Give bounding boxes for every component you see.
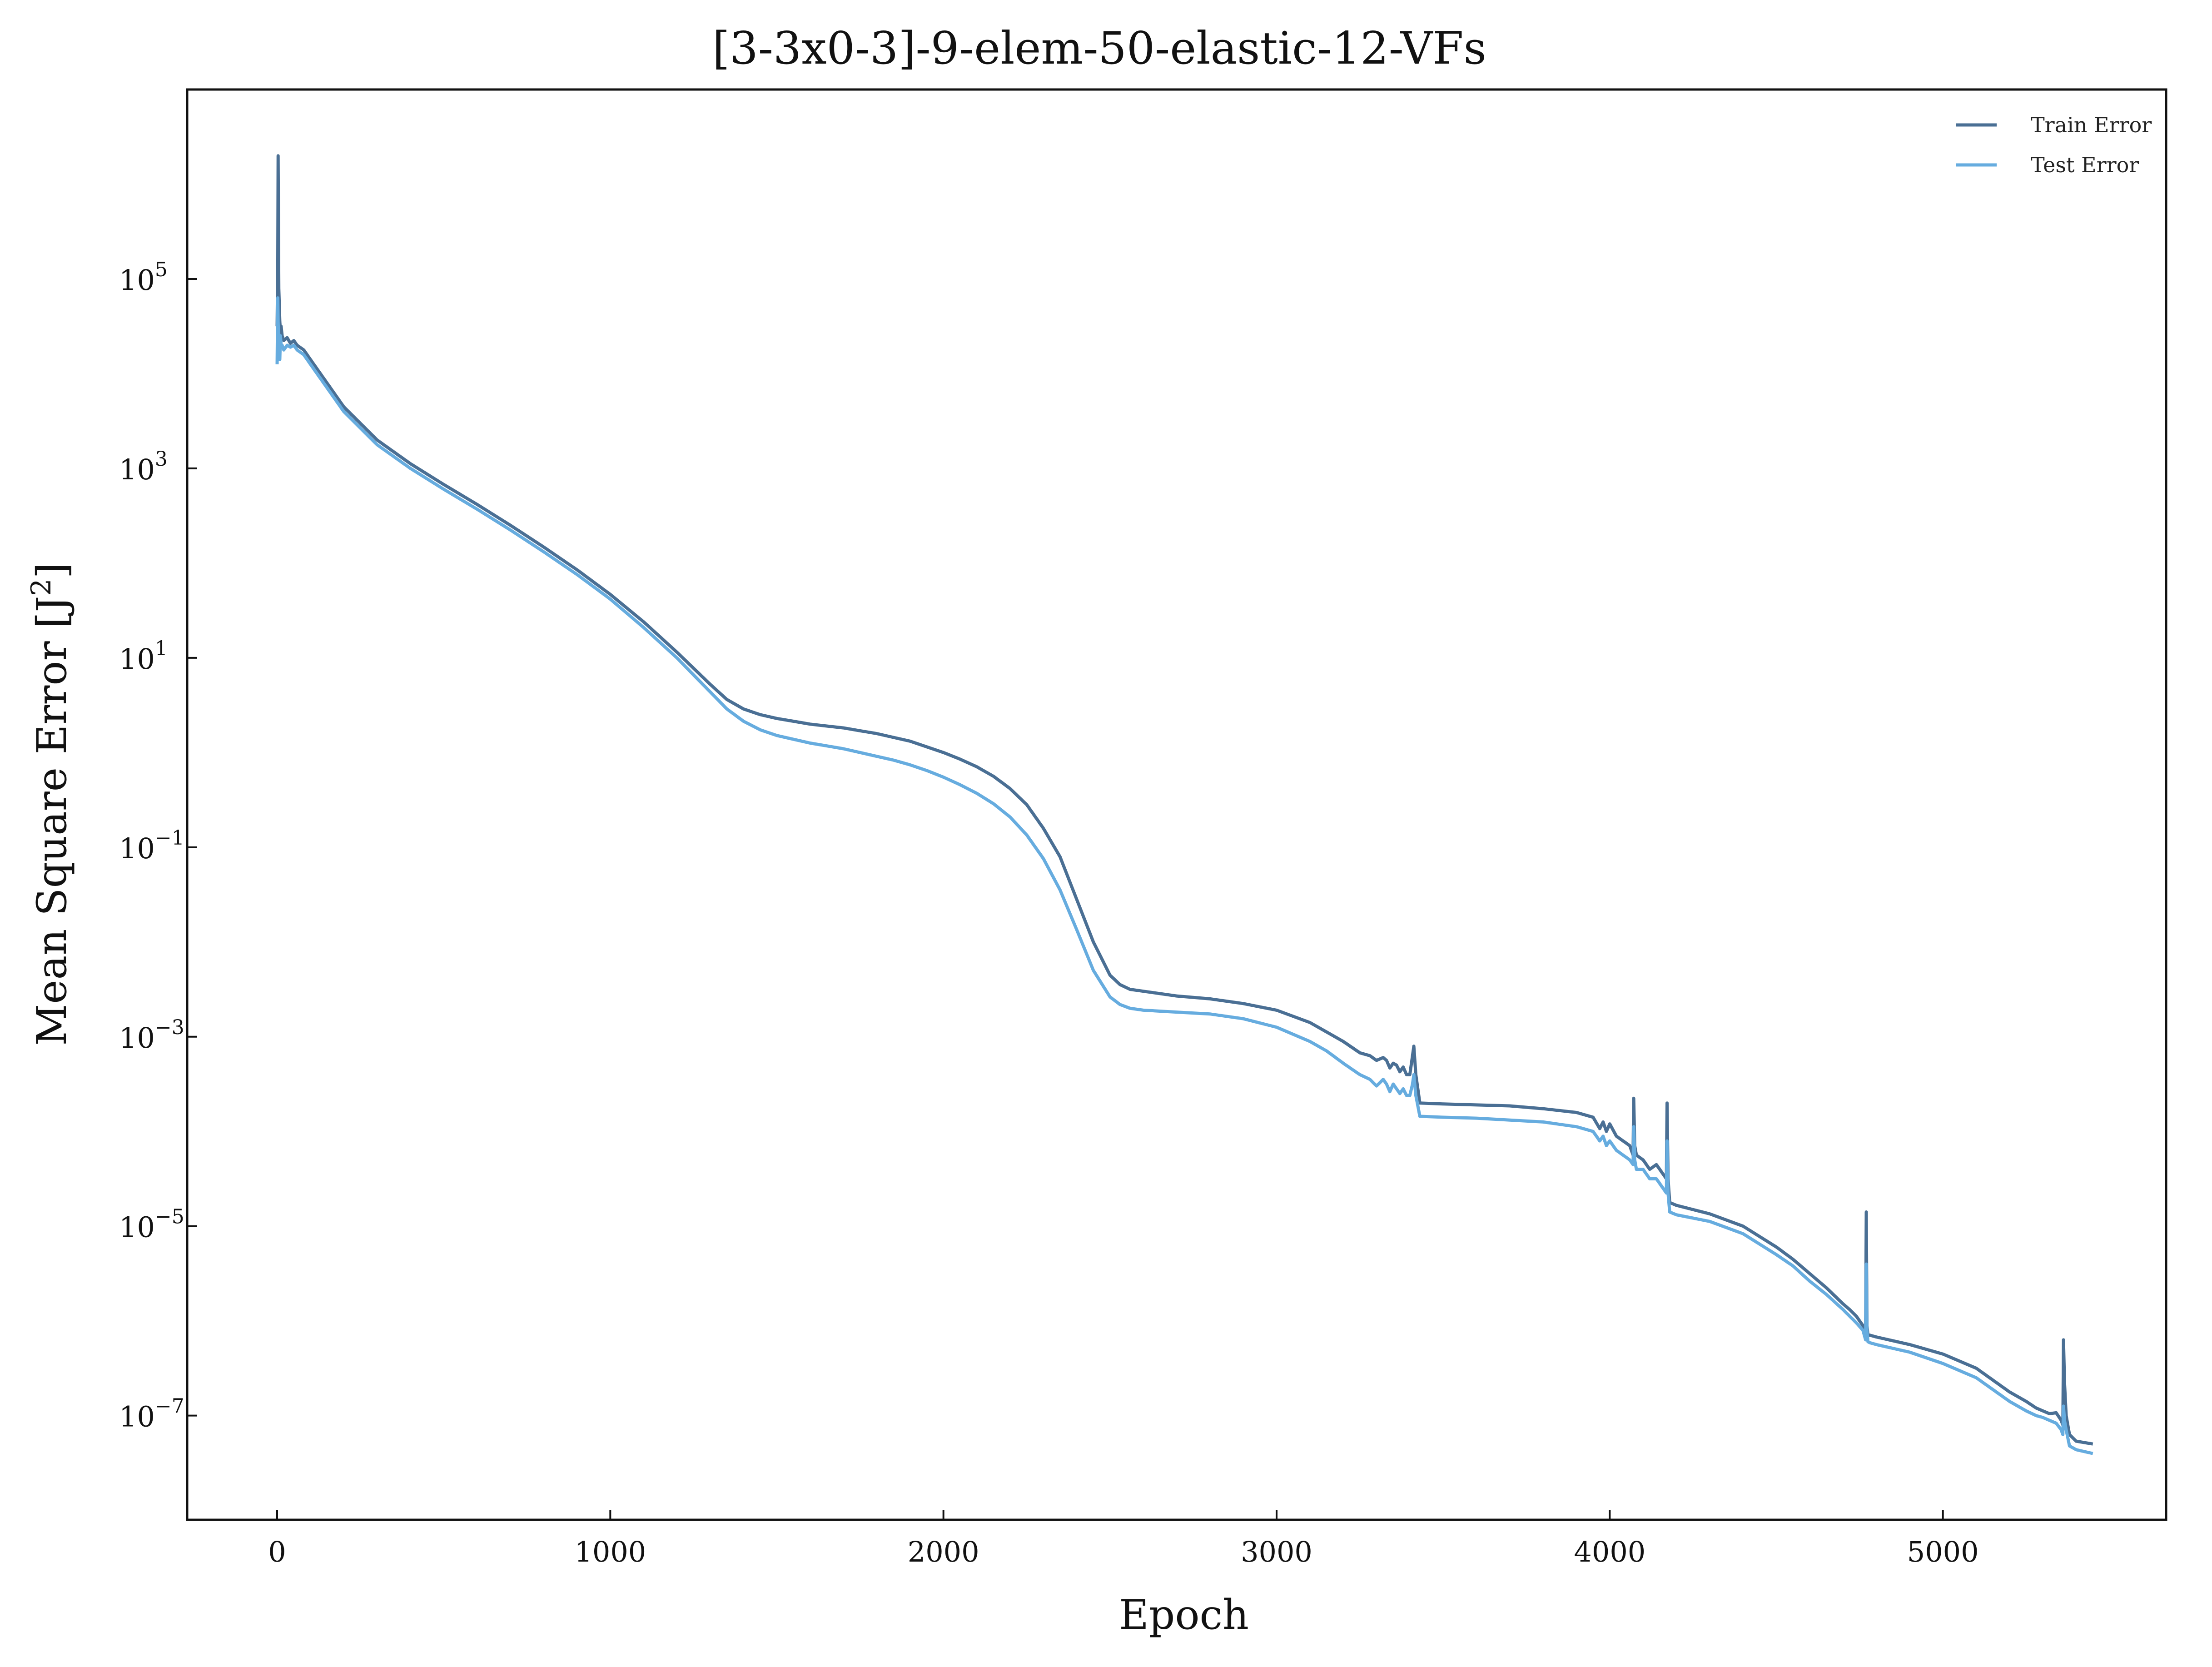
series-line-train-error	[275, 154, 2093, 1446]
x-tick-label: 5000	[1907, 1535, 1979, 1568]
legend-label-test-error: Test Error	[2031, 153, 2139, 177]
y-axis-label: Mean Square Error [J2]	[25, 562, 76, 1046]
x-tick-label: 3000	[1241, 1535, 1312, 1568]
y-tick-label: 103	[119, 448, 168, 486]
legend-label-train-error: Train Error	[2031, 113, 2152, 137]
x-tick-label: 0	[268, 1535, 286, 1568]
y-axis-label-suffix: ]	[28, 562, 76, 578]
y-tick-label: 10−1	[119, 826, 184, 865]
x-tick-label: 2000	[908, 1535, 979, 1568]
y-axis-label-exponent: 2	[25, 578, 57, 596]
y-tick-label: 10−3	[119, 1016, 184, 1055]
x-axis-ticks: 0 1000 2000 3000 4000 5000	[268, 1510, 1979, 1568]
x-tick-label: 1000	[574, 1535, 646, 1568]
y-tick-label: 101	[119, 637, 168, 676]
y-axis-label-main: Mean Square Error [J	[28, 596, 76, 1046]
legend: Train Error Test Error	[1956, 113, 2152, 177]
y-axis-ticks: 105 103 101 10−1 10−3 10−5 10−7	[119, 258, 197, 1433]
x-axis-label: Epoch	[1119, 1591, 1249, 1639]
series-line-test-error	[275, 296, 2093, 1455]
y-tick-label: 105	[119, 258, 168, 297]
y-tick-label: 10−7	[119, 1395, 184, 1433]
plot-area-frame	[186, 88, 2167, 1521]
x-tick-label: 4000	[1574, 1535, 1645, 1568]
y-tick-label: 10−5	[119, 1205, 184, 1244]
chart-title: [3-3x0-3]-9-elem-50-elastic-12-VFs	[712, 23, 1486, 75]
plot-lines	[275, 154, 2093, 1455]
